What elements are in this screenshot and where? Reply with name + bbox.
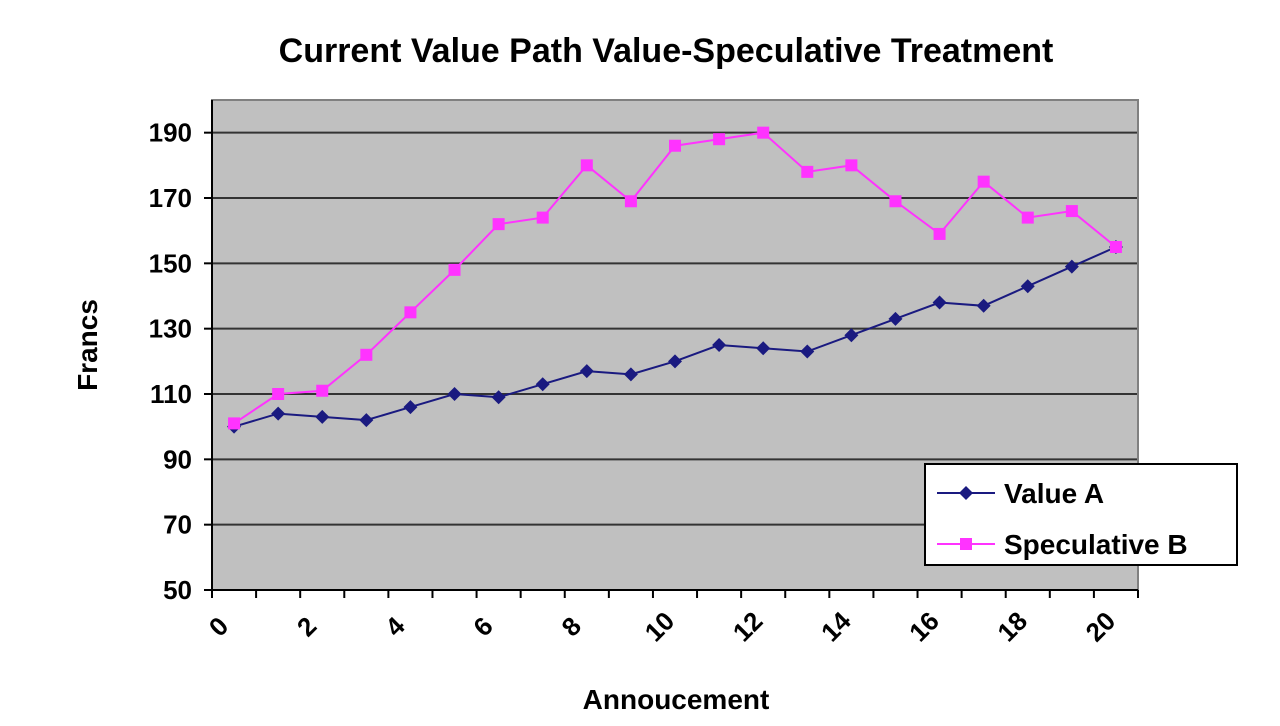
legend-label: Speculative B [1004, 529, 1188, 560]
data-point [579, 364, 594, 379]
y-tick-label: 190 [149, 118, 192, 148]
data-point [933, 227, 946, 240]
data-point [888, 311, 903, 326]
legend-swatch-marker [960, 538, 972, 550]
y-tick-label: 50 [163, 575, 192, 605]
y-axis-ticks: 50 70 90 110 130 150 170 190 [149, 118, 212, 605]
data-point [580, 159, 593, 172]
data-point [316, 384, 329, 397]
x-tick-label: 0 [203, 611, 234, 642]
data-point [712, 338, 727, 352]
data-point [713, 133, 726, 146]
data-point [448, 263, 461, 276]
data-point [624, 195, 637, 208]
y-tick-label: 70 [163, 510, 192, 540]
axes [211, 99, 1139, 591]
data-point [932, 295, 947, 310]
data-point [1064, 259, 1079, 274]
data-point [801, 165, 814, 178]
legend-swatch-marker [959, 486, 973, 500]
data-point [669, 139, 681, 152]
legend-label: Value A [1004, 478, 1104, 509]
x-tick-label: 10 [639, 606, 681, 648]
data-point [536, 211, 549, 224]
x-tick-label: 20 [1080, 606, 1122, 648]
data-point [756, 341, 771, 356]
x-axis-ticks: 0 2 4 6 8 10 12 14 16 18 20 [203, 590, 1139, 648]
data-point [228, 417, 241, 430]
x-tick-label: 18 [991, 606, 1033, 648]
x-tick-label: 6 [467, 611, 498, 642]
data-point [360, 348, 373, 361]
data-point [1109, 241, 1122, 253]
data-point [757, 126, 770, 139]
x-tick-label: 4 [379, 610, 411, 642]
y-tick-label: 110 [150, 379, 192, 409]
data-point [535, 377, 550, 392]
x-tick-label: 16 [903, 606, 945, 648]
data-point [976, 298, 991, 313]
data-point [492, 218, 505, 231]
data-point [271, 406, 286, 421]
y-axis-label: Francs [72, 299, 103, 391]
x-tick-label: 2 [291, 611, 322, 642]
data-point [668, 354, 682, 369]
x-tick-label: 8 [556, 611, 587, 642]
data-point [403, 400, 418, 415]
y-tick-label: 150 [149, 248, 192, 278]
data-point [1021, 211, 1034, 224]
series-layer [227, 126, 1123, 434]
y-tick-label: 90 [163, 444, 192, 474]
chart-title: Current Value Path Value-Speculative Tre… [279, 32, 1054, 70]
x-tick-label: 14 [815, 605, 857, 647]
data-point [977, 175, 990, 188]
data-point [315, 409, 330, 424]
data-point [1020, 279, 1035, 294]
data-point [359, 413, 374, 428]
legend: Value A Speculative B [924, 463, 1238, 566]
data-point [800, 344, 815, 359]
data-point [889, 195, 902, 208]
y-tick-label: 130 [149, 314, 192, 344]
data-point [1065, 205, 1078, 218]
data-point [447, 387, 462, 401]
data-point [845, 159, 858, 172]
x-axis-label: Annoucement [583, 684, 770, 715]
legend-box [924, 463, 1238, 566]
series-2 [228, 126, 1122, 430]
data-point [491, 390, 506, 405]
data-point [623, 367, 638, 382]
grid-lines [212, 131, 1138, 526]
data-point [272, 388, 285, 400]
y-tick-label: 170 [149, 183, 192, 213]
data-point [844, 328, 859, 343]
data-point [404, 306, 417, 319]
x-tick-label: 12 [727, 606, 769, 648]
